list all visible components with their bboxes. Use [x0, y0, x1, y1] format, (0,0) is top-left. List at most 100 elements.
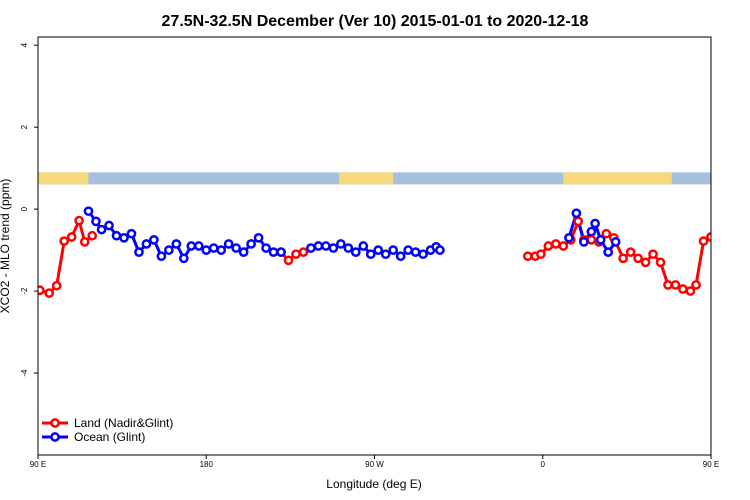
- ocean-point: [261, 243, 271, 253]
- land-point: [59, 236, 70, 246]
- ocean-point: [395, 251, 406, 262]
- land-point: [79, 237, 90, 247]
- x-axis: 90 E 180 90 W 0 90 E: [30, 455, 719, 469]
- legend: Land (Nadir&Glint)Ocean (Glint): [42, 416, 173, 444]
- ocean-point: [610, 237, 621, 247]
- ocean-point: [276, 247, 286, 257]
- land-point: [601, 228, 612, 239]
- ocean-line: [720, 211, 750, 256]
- chart-title: 27.5N-32.5N December (Ver 10) 2015-01-01…: [162, 13, 589, 30]
- land-point: [543, 241, 554, 251]
- ocean-point: [435, 245, 445, 255]
- legend-ocean-marker: [50, 432, 60, 442]
- ocean-point: [343, 243, 354, 253]
- land-point: [698, 236, 709, 246]
- ocean-point: [126, 228, 137, 239]
- x-tick-label: 0: [541, 460, 546, 469]
- y-tick-label: 4: [20, 42, 29, 47]
- land-point: [678, 284, 688, 294]
- land-point: [283, 255, 294, 266]
- ocean-point: [306, 243, 316, 253]
- x-tick-label: 90 E: [703, 460, 719, 469]
- land-line: [39, 219, 94, 295]
- land-point: [44, 288, 55, 298]
- land-point: [648, 249, 658, 260]
- ocean-point: [171, 239, 182, 249]
- land-point: [685, 286, 696, 296]
- x-tick-label: 90 E: [30, 460, 46, 469]
- land-point: [640, 257, 651, 268]
- ocean-point: [328, 243, 339, 253]
- ocean-point: [164, 245, 174, 255]
- y-axis: -4 -2 0 2 4: [20, 42, 38, 377]
- land-point: [618, 253, 628, 264]
- legend-ocean-label: Ocean (Glint): [74, 430, 145, 444]
- ocean-point: [571, 208, 582, 219]
- ocean-point: [231, 243, 242, 253]
- ocean-point: [724, 218, 731, 225]
- ocean-point: [595, 235, 606, 245]
- ocean-point: [365, 249, 376, 260]
- y-tick-label: -2: [20, 287, 29, 295]
- x-tick-label: 90 W: [365, 460, 384, 469]
- y-tick-label: 0: [20, 206, 29, 211]
- land-point: [522, 251, 533, 262]
- x-tick-label: 180: [200, 460, 214, 469]
- ocean-point: [134, 247, 144, 257]
- x-axis-label: Longitude (deg E): [326, 477, 421, 491]
- land-point: [38, 285, 45, 296]
- ocean-point: [149, 235, 159, 245]
- land-point: [298, 247, 309, 257]
- land-point: [706, 232, 711, 242]
- ocean-point: [91, 216, 101, 227]
- ocean-point: [564, 232, 574, 243]
- ocean-point: [590, 218, 600, 229]
- strip-land: [563, 172, 672, 185]
- ocean-point: [732, 226, 739, 233]
- ocean-point: [246, 239, 256, 249]
- ocean-point: [96, 224, 107, 235]
- ocean-point: [193, 241, 204, 251]
- ocean-point: [418, 249, 428, 260]
- ocean-point: [388, 245, 399, 255]
- land-point: [74, 215, 84, 226]
- land-point: [536, 249, 546, 260]
- land-point: [550, 239, 561, 249]
- series-layer: [38, 206, 750, 298]
- ocean-point: [111, 230, 122, 241]
- legend-land-label: Land (Nadir&Glint): [74, 416, 173, 430]
- ocean-point: [178, 253, 189, 264]
- ocean-point: [186, 241, 197, 251]
- ocean-point: [603, 247, 614, 257]
- ocean-point: [223, 239, 234, 249]
- ocean-point: [268, 247, 279, 257]
- legend-land-marker: [50, 418, 60, 428]
- land-point: [291, 249, 301, 260]
- ocean-point: [83, 206, 94, 217]
- land-point: [51, 280, 62, 291]
- ocean-point: [403, 245, 413, 255]
- ocean-point: [739, 222, 746, 229]
- ocean-point: [208, 243, 219, 253]
- ocean-point: [747, 232, 750, 239]
- ocean-point: [373, 245, 384, 255]
- ocean-point: [238, 247, 249, 257]
- land-point: [87, 230, 98, 241]
- ocean-point: [104, 220, 114, 231]
- ocean-point: [253, 232, 264, 243]
- land-point: [625, 247, 636, 257]
- land-point: [670, 280, 681, 290]
- y-tick-label: 2: [20, 124, 29, 129]
- ocean-point: [313, 241, 324, 251]
- land-point: [558, 241, 569, 251]
- ocean-point: [579, 237, 589, 247]
- surface-strip: [38, 172, 711, 185]
- plot-frame: [37, 36, 712, 456]
- land-point: [655, 257, 666, 268]
- ocean-point: [717, 208, 724, 215]
- land-point: [573, 216, 584, 227]
- land-point: [633, 253, 643, 264]
- land-point: [663, 280, 673, 290]
- ocean-point: [156, 251, 167, 262]
